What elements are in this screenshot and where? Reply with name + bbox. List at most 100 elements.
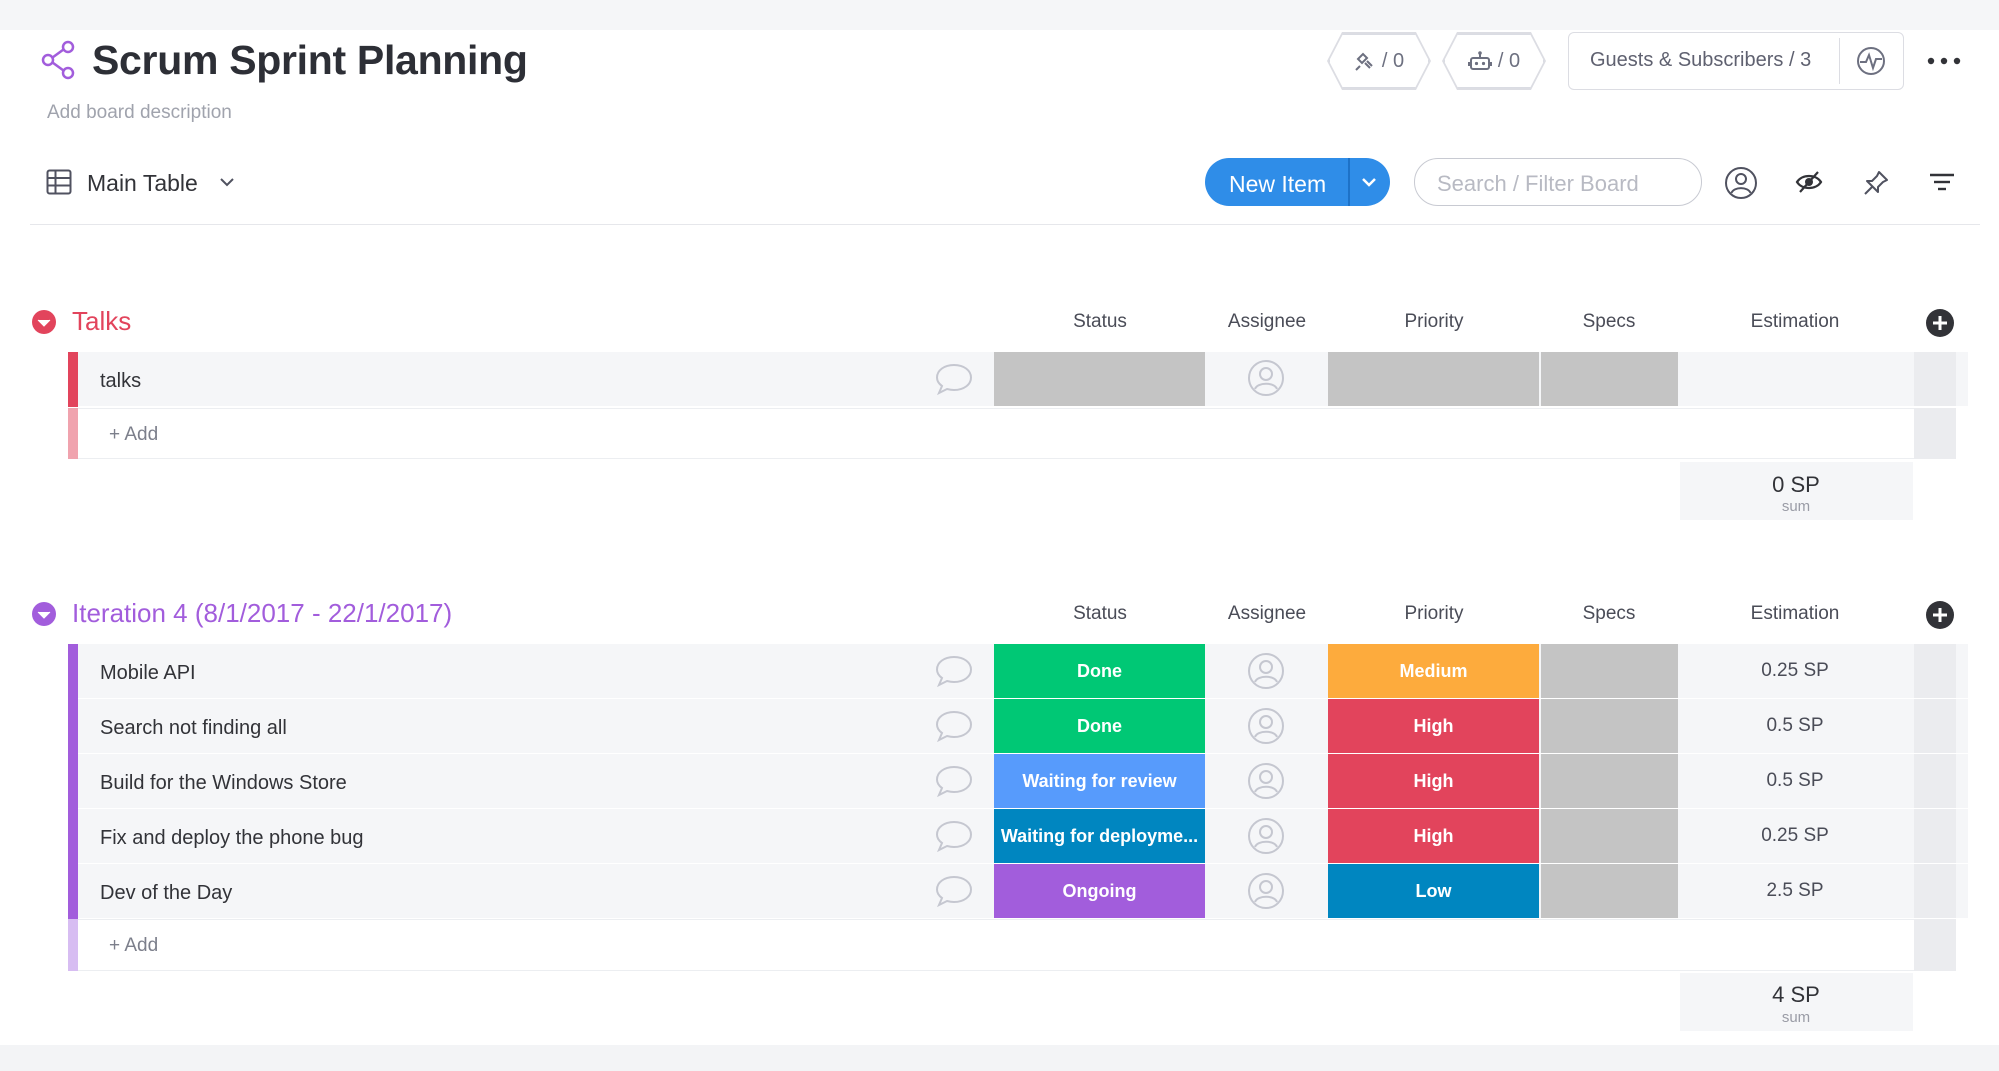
item-name[interactable]: Dev of the Day [100, 882, 233, 904]
sum-value: 0 SP [1772, 472, 1820, 497]
assignee-avatar-icon[interactable] [1247, 652, 1285, 690]
status-cell[interactable]: Done [994, 644, 1205, 698]
person-filter-icon[interactable] [1724, 166, 1758, 200]
sum-summary [1680, 462, 1913, 520]
column-header-specs[interactable]: Specs [1582, 603, 1636, 624]
assignee-avatar-icon[interactable] [1247, 872, 1285, 910]
priority-cell[interactable]: Medium [1328, 644, 1539, 698]
row-color-bar [68, 809, 78, 864]
estimation-cell[interactable]: 0.5 SP [1766, 770, 1824, 791]
group-collapse-icon[interactable] [32, 602, 56, 626]
status-cell[interactable]: Ongoing [994, 864, 1205, 918]
priority-cell[interactable]: High [1328, 699, 1539, 753]
robot-icon [1468, 50, 1492, 72]
assignee-avatar-icon[interactable] [1247, 359, 1285, 397]
automations-count: / 0 [1497, 49, 1521, 72]
column-header-status[interactable]: Status [1073, 311, 1127, 332]
group-collapse-icon[interactable] [32, 310, 56, 334]
hide-columns-icon[interactable] [1795, 169, 1823, 195]
assignee-avatar-icon[interactable] [1247, 707, 1285, 745]
add-column-icon[interactable] [1926, 309, 1954, 337]
priority-cell[interactable]: High [1328, 754, 1539, 808]
sort-icon[interactable] [1929, 172, 1955, 192]
comment-icon[interactable] [934, 819, 974, 853]
status-cell[interactable] [994, 352, 1205, 406]
estimation-cell[interactable]: 2.5 SP [1766, 880, 1824, 901]
estimation-cell[interactable]: 0.25 SP [1761, 825, 1829, 846]
automations-button[interactable]: / 0 [1444, 34, 1544, 88]
specs-cell[interactable] [1541, 699, 1678, 753]
add-item-input[interactable]: + Add [109, 935, 159, 956]
row-end-cell [1914, 352, 1956, 406]
add-item-row[interactable] [68, 919, 1956, 971]
toolbar-divider [30, 224, 1980, 225]
comment-icon[interactable] [934, 654, 974, 688]
column-header-estimation[interactable]: Estimation [1750, 603, 1840, 624]
add-item-input[interactable]: + Add [109, 424, 159, 445]
estimation-cell[interactable]: 0.5 SP [1766, 715, 1824, 736]
column-header-priority[interactable]: Priority [1404, 603, 1464, 624]
status-cell[interactable]: Waiting for deployme... [994, 809, 1205, 863]
status-cell[interactable]: Waiting for review [994, 754, 1205, 808]
specs-cell[interactable] [1541, 644, 1678, 698]
comment-icon[interactable] [934, 362, 974, 396]
assignee-avatar-icon[interactable] [1247, 817, 1285, 855]
bottom-strip [0, 1045, 1999, 1071]
row-end-cell [1914, 699, 1956, 753]
new-item-label[interactable]: New Item [1229, 171, 1327, 197]
integrations-button[interactable]: / 0 [1329, 34, 1429, 88]
integrations-count: / 0 [1381, 49, 1405, 72]
item-name[interactable]: Search not finding all [100, 717, 287, 739]
new-item-dropdown-icon[interactable] [1360, 175, 1378, 189]
specs-cell[interactable] [1541, 754, 1678, 808]
top-strip [0, 0, 1999, 30]
item-name[interactable]: Fix and deploy the phone bug [100, 827, 364, 849]
comment-icon[interactable] [934, 709, 974, 743]
estimation-cell[interactable]: 0.25 SP [1761, 660, 1829, 681]
column-header-status[interactable]: Status [1073, 603, 1127, 624]
column-header-priority[interactable]: Priority [1404, 311, 1464, 332]
column-header-assignee[interactable]: Assignee [1227, 603, 1307, 624]
priority-cell[interactable]: Low [1328, 864, 1539, 918]
sum-label: sum [1781, 498, 1811, 515]
column-header-specs[interactable]: Specs [1582, 311, 1636, 332]
share-icon[interactable] [40, 40, 76, 80]
pin-icon[interactable] [1862, 169, 1890, 197]
item-name[interactable]: Build for the Windows Store [100, 772, 347, 794]
item-name[interactable]: Mobile API [100, 662, 196, 684]
new-item-button[interactable] [1205, 158, 1390, 206]
chevron-down-icon[interactable] [218, 175, 236, 189]
comment-icon[interactable] [934, 764, 974, 798]
sum-value: 4 SP [1772, 982, 1820, 1007]
more-options-icon[interactable] [1927, 57, 1961, 65]
search-placeholder[interactable]: Search / Filter Board [1437, 171, 1639, 196]
row-end-cell [1914, 408, 1956, 459]
comment-icon[interactable] [934, 874, 974, 908]
specs-cell[interactable] [1541, 809, 1678, 863]
status-cell[interactable]: Done [994, 699, 1205, 753]
specs-cell[interactable] [1541, 864, 1678, 918]
priority-cell[interactable]: High [1328, 809, 1539, 863]
group-title[interactable]: Iteration 4 (8/1/2017 - 22/1/2017) [72, 598, 453, 628]
view-selector[interactable]: Main Table [87, 170, 198, 196]
specs-cell[interactable] [1541, 352, 1678, 406]
add-item-row[interactable] [68, 408, 1956, 459]
column-header-assignee[interactable]: Assignee [1227, 311, 1307, 332]
column-header-estimation[interactable]: Estimation [1750, 311, 1840, 332]
guests-separator [1839, 38, 1840, 84]
priority-cell[interactable] [1328, 352, 1539, 406]
row-color-bar [68, 864, 78, 919]
guests-subscribers-box [1568, 32, 1904, 90]
integrations-icon [1354, 50, 1376, 72]
group-title[interactable]: Talks [72, 306, 132, 336]
row-end-cell [1914, 919, 1956, 971]
search-filter-input[interactable] [1414, 158, 1702, 206]
board-description[interactable]: Add board description [47, 102, 232, 123]
board-title[interactable]: Scrum Sprint Planning [92, 37, 528, 83]
sum-summary [1680, 973, 1913, 1031]
activity-icon[interactable] [1855, 45, 1887, 77]
assignee-avatar-icon[interactable] [1247, 762, 1285, 800]
item-name[interactable]: talks [100, 370, 142, 392]
add-column-icon[interactable] [1926, 601, 1954, 629]
guests-subscribers-button[interactable]: Guests & Subscribers / 3 [1590, 49, 1812, 71]
